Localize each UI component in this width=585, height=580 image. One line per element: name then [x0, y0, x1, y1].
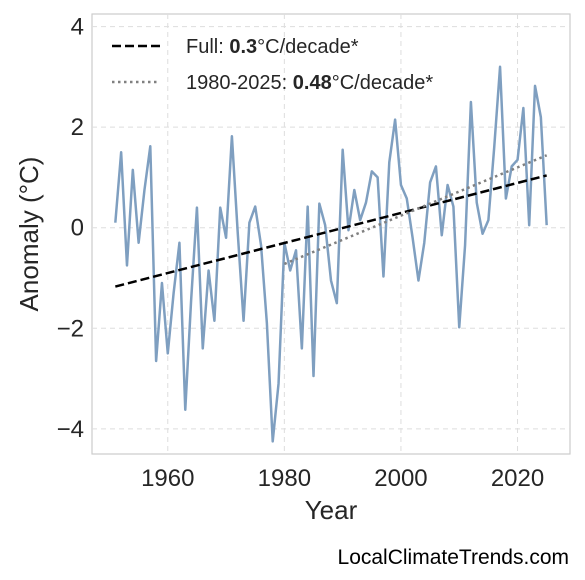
grid-lines [92, 14, 570, 454]
x-tick-label: 2020 [491, 465, 544, 492]
y-axis-title: Anomaly (°C) [14, 157, 44, 312]
anomaly-series-line [114, 65, 548, 443]
site-credit: LocalClimateTrends.com [337, 546, 569, 569]
tick-labels: 1960 1980 2000 2020 −4 −2 0 2 4 [57, 14, 545, 492]
x-tick-label: 2000 [374, 465, 427, 492]
x-tick-label: 1960 [141, 465, 194, 492]
y-tick-label: 2 [71, 114, 84, 141]
y-tick-label: −2 [57, 315, 84, 342]
x-axis-title: Year [305, 495, 358, 525]
chart-marks [114, 65, 548, 443]
legend-label-1980-2025: 1980-2025: 0.48°C/decade* [186, 72, 433, 94]
anomaly-chart: 1960 1980 2000 2020 −4 −2 0 2 4 Year Anomaly (°C… [14, 13, 571, 525]
legend: Full: 0.3°C/decade* 1980-2025: 0.48°C/de… [112, 36, 433, 94]
legend-label-full: Full: 0.3°C/decade* [186, 36, 359, 58]
x-tick-label: 1980 [258, 465, 311, 492]
y-tick-label: −4 [57, 416, 84, 443]
plot-area-frame [91, 13, 571, 455]
y-tick-label: 0 [71, 215, 84, 242]
y-tick-label: 4 [71, 14, 84, 41]
full-trend-line [115, 174, 547, 288]
